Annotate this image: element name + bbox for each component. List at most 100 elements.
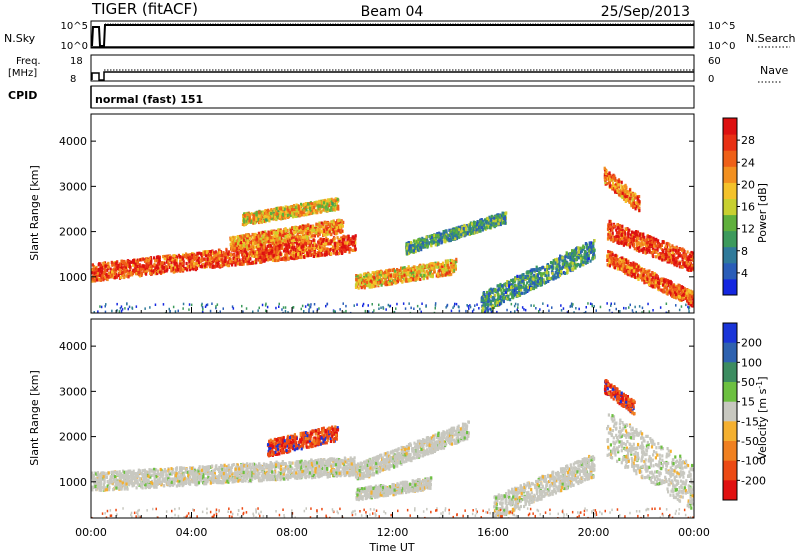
echo-point xyxy=(329,252,332,256)
echo-point xyxy=(307,202,310,206)
echo-point xyxy=(145,270,148,274)
echo-point xyxy=(565,262,568,266)
echo-point xyxy=(503,288,506,292)
echo-point xyxy=(126,260,130,264)
echo-point xyxy=(590,241,593,245)
echo-point xyxy=(418,238,422,242)
echo-point xyxy=(271,214,274,218)
echo-point xyxy=(482,303,485,307)
echo-point xyxy=(273,248,277,252)
echo-point xyxy=(184,254,188,258)
echo-point xyxy=(490,223,493,227)
echo-point xyxy=(493,288,496,292)
echo-point xyxy=(332,238,335,242)
echo-point xyxy=(101,274,104,278)
echo-point xyxy=(342,234,345,238)
echo-point xyxy=(225,251,228,255)
echo-point xyxy=(458,228,461,232)
echo-point xyxy=(567,252,570,256)
echo-point xyxy=(483,299,486,303)
echo-point xyxy=(423,274,426,278)
echo-point xyxy=(232,261,235,265)
echo-point xyxy=(289,250,292,254)
echo-point xyxy=(106,268,109,272)
echo-point xyxy=(252,214,255,218)
echo-point xyxy=(431,264,434,268)
echo-point xyxy=(129,268,132,272)
echo-point xyxy=(150,258,153,262)
echo-point xyxy=(209,250,212,254)
echo-point xyxy=(385,269,388,273)
echo-point xyxy=(297,229,300,233)
echo-point xyxy=(191,253,194,257)
echo-point xyxy=(301,242,304,246)
echo-point xyxy=(302,249,305,253)
echo-point xyxy=(490,214,493,218)
echo-point xyxy=(245,247,249,251)
echo-point xyxy=(163,269,166,273)
echo-point xyxy=(190,263,193,267)
echo-point xyxy=(322,233,325,237)
echo-point xyxy=(566,270,569,274)
echo-point xyxy=(563,261,566,265)
echo-point xyxy=(389,276,392,280)
echo-point xyxy=(457,232,460,236)
echo-point xyxy=(302,210,305,215)
echo-point xyxy=(284,249,287,254)
echo-point xyxy=(539,281,543,285)
echo-point xyxy=(558,273,562,277)
echo-point xyxy=(242,256,245,260)
echo-point xyxy=(516,294,519,298)
echo-point xyxy=(535,283,538,287)
echo-point xyxy=(336,199,339,203)
echo-point xyxy=(301,230,304,234)
echo-point xyxy=(279,257,282,261)
echo-point xyxy=(257,249,260,253)
echo-point xyxy=(522,278,525,282)
echo-point xyxy=(245,245,249,249)
echo-point xyxy=(545,273,548,277)
echo-point xyxy=(236,251,239,255)
echo-point xyxy=(209,258,212,262)
echo-point xyxy=(214,253,217,257)
echo-point xyxy=(545,280,548,284)
echo-point xyxy=(488,219,491,223)
echo-point xyxy=(218,250,222,254)
echo-point xyxy=(333,236,336,241)
echo-point xyxy=(286,248,289,252)
echo-point xyxy=(335,230,338,234)
echo-point xyxy=(252,246,255,250)
echo-point xyxy=(259,218,262,222)
echo-point xyxy=(536,279,540,284)
echo-point xyxy=(302,244,305,248)
echo-point xyxy=(114,268,118,272)
echo-point xyxy=(272,230,275,235)
echo-point xyxy=(348,238,351,242)
echo-point xyxy=(313,234,316,238)
echo-point xyxy=(583,254,586,258)
echo-point xyxy=(444,267,447,271)
echo-point xyxy=(299,213,302,218)
echo-point xyxy=(309,229,312,233)
echo-point xyxy=(201,265,204,269)
echo-point xyxy=(322,222,325,227)
echo-point xyxy=(524,290,527,294)
echo-point xyxy=(252,221,255,225)
echo-point xyxy=(260,243,263,247)
echo-point xyxy=(312,238,315,242)
echo-point xyxy=(414,245,417,249)
echo-point xyxy=(295,256,298,260)
echo-point xyxy=(238,250,241,255)
echo-point xyxy=(292,247,295,251)
echo-point xyxy=(346,241,349,245)
echo-point xyxy=(178,255,182,259)
echo-point xyxy=(223,258,226,262)
echo-point xyxy=(462,233,465,237)
echo-point xyxy=(331,208,334,212)
echo-point xyxy=(541,272,544,276)
echo-point xyxy=(265,251,268,255)
echo-point xyxy=(304,229,307,233)
echo-point xyxy=(304,243,307,247)
echo-point xyxy=(315,244,318,248)
echo-point xyxy=(438,274,441,278)
